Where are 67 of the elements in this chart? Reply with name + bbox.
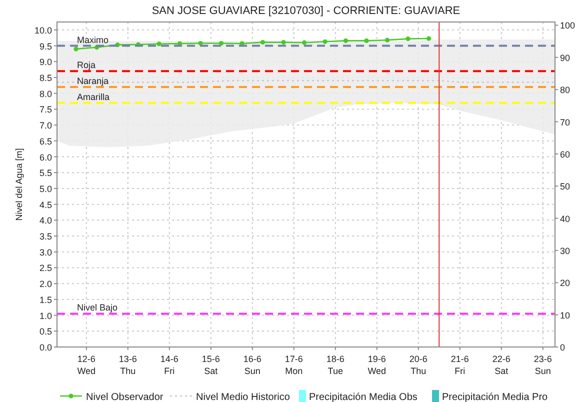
y2-tick-label: 60 [560,149,570,160]
x-tick-label: 13-6 Thu [118,354,137,376]
y2-tick-label: 10 [560,310,570,320]
y-tick-label: 9.0 [39,57,52,68]
x-tick-label: 23-6 Sun [534,354,552,376]
legend-label: Nivel Observador [86,392,164,402]
y2-tick-label: 80 [560,85,570,96]
y-tick-label: 3.0 [39,247,52,258]
x-tick-label: 21-6 Fri [450,354,469,376]
y-tick-label: 4.5 [39,200,52,210]
x-tick-label: 12-6 Wed [77,354,96,376]
x-tick-label: 20-6 Thu [409,354,428,376]
x-tick-label: 16-6 Sun [243,354,262,376]
y-tick-label: 10.0 [34,25,52,36]
y-tick-label: 1.0 [39,310,52,321]
x-tick-label: 18-6 Tue [326,354,344,376]
y2-tick-label: 70 [560,117,570,128]
y-tick-label: 4.0 [39,216,52,226]
ref-line-label: Amarilla [77,92,110,102]
x-tick-label: 15-6 Sat [202,354,220,376]
point [384,38,390,42]
y-tick-label: 6.0 [39,152,52,162]
y-tick-label: 7.5 [39,104,52,115]
legend-label: Precipitación Media Pro [442,392,548,402]
x-tick-label: 22-6 Sat [492,354,510,376]
y-tick-label: 7.0 [39,120,52,131]
point [281,40,286,45]
point [156,42,162,46]
x-tick-label: 19-6 Wed [368,354,386,376]
y-tick-label: 2.0 [39,279,52,290]
x-tick-label: 17-6 Mon [284,354,303,376]
point [302,40,307,45]
ref-line-label: Naranja [77,76,109,86]
point [74,46,78,52]
y2-tick-label: 90 [560,52,570,63]
x-tick-label: 14-6 Fri [160,354,178,376]
y-tick-label: 8.5 [39,72,52,83]
y-tick-label: 0.5 [39,326,52,337]
point [364,38,369,44]
y2-tick-label: 100 [560,20,576,31]
y-tick-label: 9.5 [39,41,52,52]
point [260,40,266,45]
y2-tick-label: 50 [560,182,570,192]
point [406,36,410,42]
chart-title: SAN JOSE GUAVIARE [32107030] - CORRIENTE: GUAVIARE [152,5,460,17]
y-tick-label: 2.5 [39,263,52,274]
point [218,40,224,46]
y2-tick-label: 0 [560,342,566,352]
y-tick-label: 5.5 [39,168,52,178]
point [343,38,348,44]
point [322,39,328,44]
legend-label: Nivel Medio Historico [196,392,290,402]
ref-line-label: Roja [77,60,96,70]
y-tick-label: 8.0 [39,88,52,99]
y-tick-label: 5.0 [39,184,52,194]
y2-tick-label: 30 [560,246,570,256]
point [426,36,432,41]
ref-line-label: Nivel Bajo [77,302,118,313]
y-tick-label: 3.5 [39,232,52,242]
y-axis-title: Nivel del Agua [m] [14,148,24,221]
y-tick-label: 1.5 [39,294,52,305]
y2-tick-label: 20 [560,278,570,288]
ref-line-label: Maximo [77,34,109,45]
y-tick-label: 0.0 [39,342,52,352]
legend-label: Precipitación Media Obs [309,392,418,402]
y-tick-label: 6.5 [39,136,52,146]
y2-tick-label: 40 [560,214,570,224]
